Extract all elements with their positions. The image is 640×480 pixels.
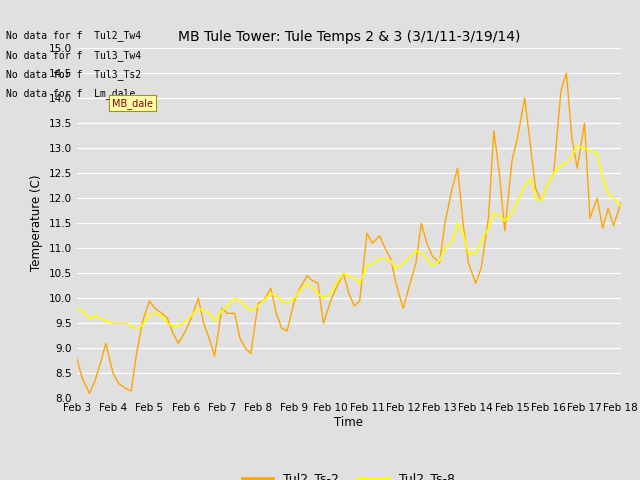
- Y-axis label: Temperature (C): Temperature (C): [30, 175, 43, 272]
- Text: No data for f  Tul3_Tw4: No data for f Tul3_Tw4: [6, 49, 141, 60]
- Title: MB Tule Tower: Tule Temps 2 & 3 (3/1/11-3/19/14): MB Tule Tower: Tule Temps 2 & 3 (3/1/11-…: [178, 30, 520, 44]
- Text: No data for f  Lm_dale: No data for f Lm_dale: [6, 88, 136, 99]
- X-axis label: Time: Time: [334, 416, 364, 429]
- Text: No data for f  Tul3_Ts2: No data for f Tul3_Ts2: [6, 69, 141, 80]
- Legend: Tul2_Ts-2, Tul2_Ts-8: Tul2_Ts-2, Tul2_Ts-8: [237, 467, 460, 480]
- Text: No data for f  Tul2_Tw4: No data for f Tul2_Tw4: [6, 30, 141, 41]
- Text: MB_dale: MB_dale: [112, 97, 153, 108]
